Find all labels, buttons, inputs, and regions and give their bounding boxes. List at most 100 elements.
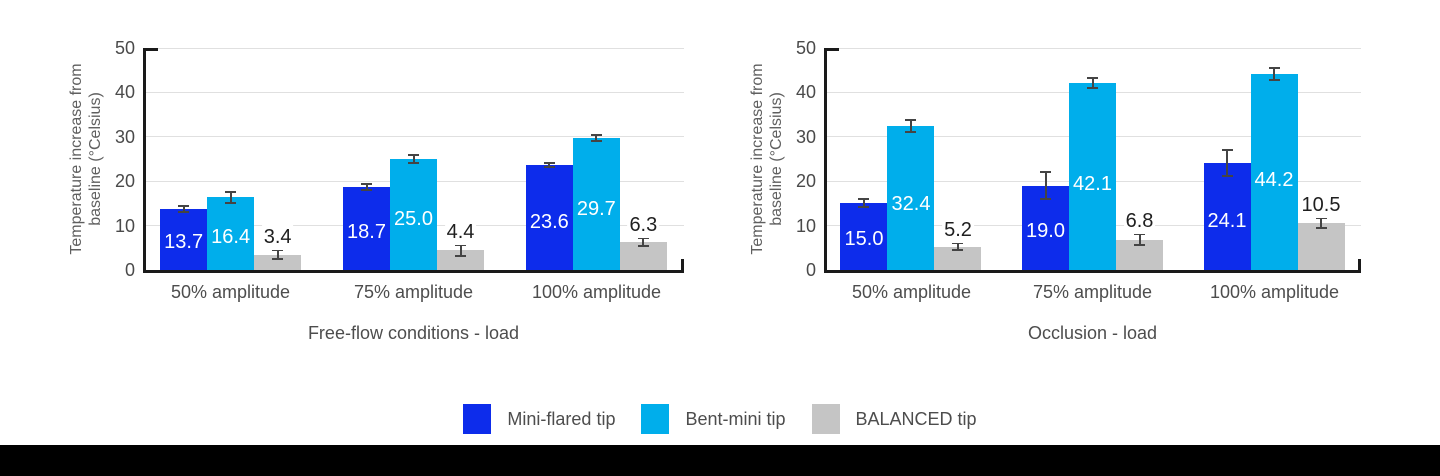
error-bar-line (1091, 77, 1094, 89)
x-category-label: 100% amplitude (531, 282, 662, 302)
error-bar-cap (1040, 171, 1051, 174)
x-category-label: 75% amplitude (353, 282, 474, 302)
error-bar-cap (590, 140, 602, 143)
y-tick-label: 10 (795, 215, 816, 236)
bar-value-label: 4.4 (444, 219, 477, 246)
error-bar-line (909, 119, 912, 133)
legend-item-balanced-tip: BALANCED tip (811, 404, 977, 434)
error-bar-cap (225, 201, 237, 204)
bar-bent-mini-tip (207, 197, 255, 270)
bar-mini-flared-tip (1203, 162, 1251, 270)
error-bar-cap (1315, 217, 1327, 220)
error-bar-cap (905, 118, 917, 121)
y-tick-label: 40 (114, 82, 135, 103)
bar-mini-flared-tip (525, 165, 573, 270)
bar-value-label: 29.7 (576, 198, 616, 221)
error-bar-cap (225, 190, 237, 193)
bar-value-label: 6.8 (1123, 208, 1156, 235)
error-bar-cap (1221, 175, 1233, 178)
error-bar-line (229, 191, 232, 203)
bar-bent-mini-tip (887, 126, 935, 270)
y-tick-label: 20 (795, 171, 816, 192)
y-tick-label: 30 (795, 126, 816, 147)
gridline-50 (827, 47, 1361, 49)
y-tick-label: 0 (805, 260, 816, 280)
y-tick-label: 40 (795, 82, 816, 103)
x-axis-title: Occlusion - load (1027, 323, 1158, 343)
error-bar-cap (361, 189, 372, 192)
error-bar-cap (1134, 233, 1145, 236)
error-bar-cap (1087, 76, 1098, 79)
error-bar-line (1044, 172, 1047, 199)
error-bar-line (182, 206, 185, 213)
bar-value-label: 6.3 (627, 211, 660, 238)
legend: Mini-flared tip Bent-mini tip BALANCED tip (0, 404, 1440, 434)
error-bar-cap (952, 242, 964, 245)
bottom-black-bar (0, 445, 1440, 476)
y-tick-label: 50 (114, 38, 135, 58)
gridline-50 (146, 47, 684, 49)
error-bar-cap (455, 244, 466, 247)
bar-mini-flared-tip (160, 209, 208, 270)
y-tick-label: 20 (114, 171, 135, 192)
bar-bent-mini-tip (1069, 83, 1116, 270)
x-axis-end-cap (681, 259, 684, 273)
bar-mini-flared-tip (840, 203, 888, 270)
error-bar-line (595, 135, 598, 142)
legend-item-bent-mini-tip: Bent-mini tip (641, 404, 786, 434)
y-tick-label: 0 (124, 260, 135, 280)
y-tick-label: 30 (114, 126, 135, 147)
error-bar-line (956, 243, 959, 251)
y-axis-top-cap (143, 48, 158, 51)
error-bar-cap (1268, 66, 1280, 69)
error-bar-cap (543, 165, 555, 168)
x-axis-title: Free-flow conditions - load (307, 323, 520, 343)
error-bar-line (412, 154, 415, 164)
y-tick-label: 10 (114, 215, 135, 236)
y-tick-label: 50 (795, 38, 816, 58)
bar-balanced-tip (934, 246, 982, 270)
legend-swatch-bent-mini-tip (641, 404, 670, 434)
bar-bent-mini-tip (390, 159, 437, 270)
error-bar-cap (361, 182, 372, 185)
error-bar-cap (590, 134, 602, 137)
error-bar-cap (1268, 78, 1280, 81)
legend-swatch-mini-flared-tip (463, 404, 492, 434)
bar-balanced-tip (437, 250, 484, 270)
error-bar-cap (858, 198, 870, 201)
x-category-label: 75% amplitude (1032, 282, 1153, 302)
error-bar-cap (637, 245, 649, 248)
error-bar-line (642, 237, 645, 247)
error-bar-cap (272, 249, 284, 252)
error-bar-cap (1087, 87, 1098, 90)
x-axis-end-cap (1358, 259, 1361, 273)
error-bar-line (1320, 218, 1322, 229)
bar-balanced-tip (254, 254, 302, 270)
error-bar-cap (178, 205, 190, 208)
x-category-label: 100% amplitude (1209, 282, 1340, 302)
error-bar-cap (272, 258, 284, 261)
error-bar-cap (858, 206, 870, 209)
error-bar-line (459, 245, 462, 256)
error-bar-line (1138, 234, 1141, 246)
x-axis-line (143, 270, 684, 273)
legend-label: BALANCED tip (855, 408, 977, 429)
error-bar-line (548, 163, 551, 167)
bar-value-label: 25.0 (394, 207, 433, 230)
bar-value-label: 42.1 (1073, 173, 1112, 195)
error-bar-cap (178, 211, 190, 214)
error-bar-cap (1040, 197, 1051, 200)
bar-value-label: 32.4 (891, 192, 931, 215)
error-bar-cap (408, 162, 419, 165)
y-axis-line (824, 48, 827, 273)
error-bar-line (365, 183, 368, 191)
error-bar-cap (952, 249, 964, 252)
bar-value-label: 13.7 (164, 231, 204, 254)
bar-value-label: 24.1 (1207, 209, 1247, 232)
bar-bent-mini-tip (1250, 73, 1298, 270)
bar-value-label: 16.4 (211, 225, 251, 248)
bar-value-label: 15.0 (844, 228, 884, 251)
